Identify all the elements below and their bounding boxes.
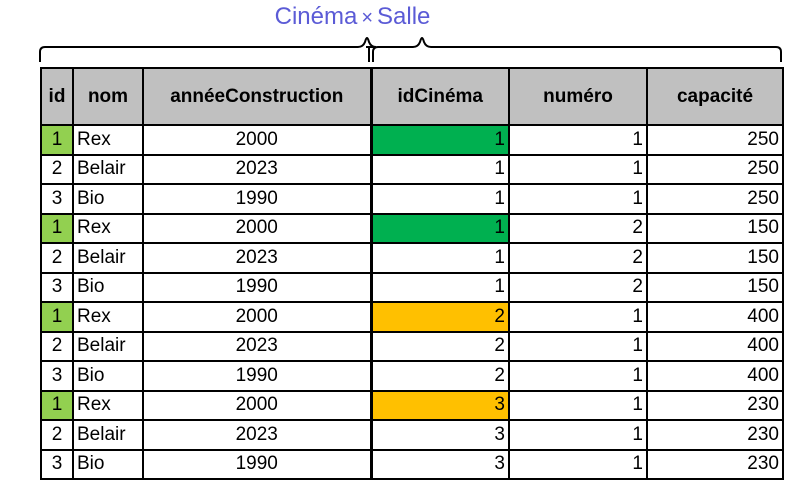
cell-capacite: 150 — [646, 271, 784, 303]
cell-numero: 2 — [508, 242, 648, 274]
cross-product-symbol: × — [361, 7, 373, 29]
cell-numero: 1 — [508, 301, 648, 333]
table-row: 1 Rex 2000 2 1 400 — [40, 301, 784, 333]
cell-id-cinema: 1 — [370, 271, 510, 303]
header-row: id nom annéeConstruction idCinéma numéro… — [40, 67, 784, 126]
title-left: Cinéma — [274, 3, 358, 30]
cell-id: 3 — [40, 448, 74, 480]
cell-nom: Bio — [72, 448, 144, 480]
cell-id-cinema: 3 — [370, 448, 510, 480]
cell-nom: Bio — [72, 183, 144, 215]
cell-capacite: 230 — [646, 389, 784, 421]
cell-numero: 2 — [508, 271, 648, 303]
group-braces — [39, 37, 782, 62]
cell-annee-construction: 2023 — [142, 330, 373, 362]
table-row: 3 Bio 1990 1 2 150 — [40, 271, 784, 303]
cell-id-cinema: 2 — [370, 330, 510, 362]
cell-id-cinema: 2 — [370, 301, 510, 333]
header-id-cinema: idCinéma — [370, 67, 510, 126]
table-row: 3 Bio 1990 2 1 400 — [40, 360, 784, 392]
table-row: 2 Belair 2023 1 1 250 — [40, 153, 784, 185]
cell-annee-construction: 2023 — [142, 242, 373, 274]
cell-numero: 2 — [508, 212, 648, 244]
cell-id: 3 — [40, 183, 74, 215]
header-nom: nom — [72, 67, 144, 126]
cell-annee-construction: 2000 — [142, 212, 373, 244]
cell-capacite: 230 — [646, 419, 784, 451]
cell-capacite: 400 — [646, 330, 784, 362]
cell-id-cinema: 3 — [370, 419, 510, 451]
cell-id: 2 — [40, 153, 74, 185]
title-right: Salle — [377, 3, 431, 30]
cell-numero: 1 — [508, 153, 648, 185]
header-id: id — [40, 67, 74, 126]
cell-nom: Bio — [72, 360, 144, 392]
cell-id-cinema: 2 — [370, 360, 510, 392]
table-row: 3 Bio 1990 1 1 250 — [40, 183, 784, 215]
cell-nom: Rex — [72, 389, 144, 421]
cell-id: 3 — [40, 271, 74, 303]
header-annee-construction: annéeConstruction — [142, 67, 373, 126]
brace-salle — [372, 37, 782, 62]
table-row: 3 Bio 1990 3 1 230 — [40, 448, 784, 480]
page-title: Cinéma × Salle — [250, 3, 455, 31]
cell-nom: Bio — [72, 271, 144, 303]
cell-id: 3 — [40, 360, 74, 392]
table-row: 2 Belair 2023 2 1 400 — [40, 330, 784, 362]
cell-annee-construction: 2023 — [142, 153, 373, 185]
cell-id: 2 — [40, 242, 74, 274]
cell-annee-construction: 2000 — [142, 389, 373, 421]
cell-nom: Belair — [72, 419, 144, 451]
cell-nom: Belair — [72, 242, 144, 274]
cell-numero: 1 — [508, 419, 648, 451]
cell-id-cinema: 3 — [370, 389, 510, 421]
cell-id: 1 — [40, 124, 74, 156]
cell-id: 1 — [40, 212, 74, 244]
cell-id-cinema: 1 — [370, 242, 510, 274]
cell-numero: 1 — [508, 448, 648, 480]
cell-numero: 1 — [508, 124, 648, 156]
cell-id: 1 — [40, 389, 74, 421]
cell-nom: Belair — [72, 153, 144, 185]
cell-annee-construction: 1990 — [142, 183, 373, 215]
table-row: 1 Rex 2000 3 1 230 — [40, 389, 784, 421]
cell-capacite: 150 — [646, 212, 784, 244]
cell-id: 2 — [40, 330, 74, 362]
cell-nom: Belair — [72, 330, 144, 362]
cell-id-cinema: 1 — [370, 183, 510, 215]
cartesian-product-table: id nom annéeConstruction idCinéma numéro… — [40, 67, 784, 480]
cell-id-cinema: 1 — [370, 212, 510, 244]
cell-annee-construction: 2000 — [142, 124, 373, 156]
table-row: 1 Rex 2000 1 1 250 — [40, 124, 784, 156]
cell-capacite: 150 — [646, 242, 784, 274]
cell-numero: 1 — [508, 330, 648, 362]
cell-id-cinema: 1 — [370, 153, 510, 185]
cell-numero: 1 — [508, 183, 648, 215]
table-row: 1 Rex 2000 1 2 150 — [40, 212, 784, 244]
header-capacite: capacité — [646, 67, 784, 126]
cell-capacite: 400 — [646, 360, 784, 392]
cell-annee-construction: 1990 — [142, 271, 373, 303]
cell-id-cinema: 1 — [370, 124, 510, 156]
cell-nom: Rex — [72, 212, 144, 244]
cell-numero: 1 — [508, 389, 648, 421]
cell-capacite: 400 — [646, 301, 784, 333]
cell-capacite: 250 — [646, 153, 784, 185]
cell-capacite: 250 — [646, 183, 784, 215]
cell-numero: 1 — [508, 360, 648, 392]
cell-nom: Rex — [72, 301, 144, 333]
cell-annee-construction: 1990 — [142, 360, 373, 392]
table-row: 2 Belair 2023 1 2 150 — [40, 242, 784, 274]
cell-annee-construction: 2023 — [142, 419, 373, 451]
cell-capacite: 230 — [646, 448, 784, 480]
cell-nom: Rex — [72, 124, 144, 156]
cell-capacite: 250 — [646, 124, 784, 156]
cell-id: 2 — [40, 419, 74, 451]
cell-annee-construction: 2000 — [142, 301, 373, 333]
cell-annee-construction: 1990 — [142, 448, 373, 480]
header-numero: numéro — [508, 67, 648, 126]
brace-cinema — [39, 37, 377, 62]
table-row: 2 Belair 2023 3 1 230 — [40, 419, 784, 451]
cell-id: 1 — [40, 301, 74, 333]
